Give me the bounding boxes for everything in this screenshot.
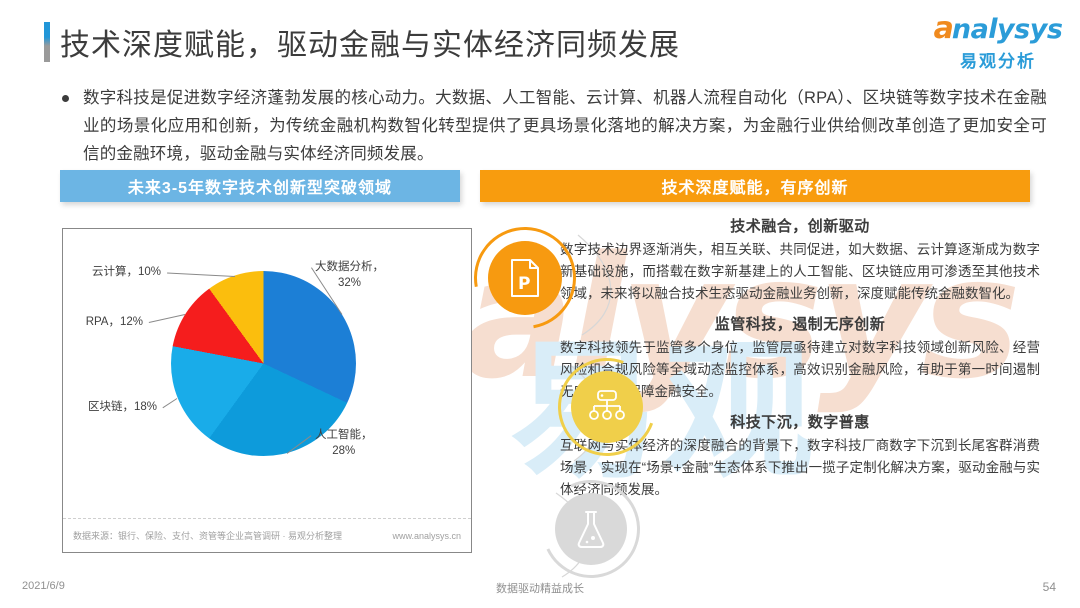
section-heading: 科技下沉，数字普惠 xyxy=(730,414,870,431)
badge-disc-1: P xyxy=(488,241,562,315)
pie-chart-plot: 大数据分析， 32% 人工智能， 28% 区块链，18% RPA，12% 云计算，10% xyxy=(63,229,471,552)
pie-leader-line-3 xyxy=(162,397,178,408)
footer-tagline: 数据驱动精益成长 xyxy=(496,583,584,595)
logo-chinese-name: 易观分析 xyxy=(960,52,1036,71)
pie-slice-label-4: RPA，12% xyxy=(86,314,143,330)
pie-slice-label-5: 云计算，10% xyxy=(92,264,161,280)
slide-footer: 2021/6/9 数据驱动精益成长 54 xyxy=(0,580,1080,596)
logo-wordmark: nalysys xyxy=(951,13,1063,45)
pie-slice-name: 人工智能， xyxy=(315,429,373,441)
pie-slice-pct: 32% xyxy=(337,277,362,289)
pie-slice-label-2: 人工智能， 28% xyxy=(315,427,373,459)
page-title: 技术深度赋能，驱动金融与实体经济同频发展 xyxy=(60,29,680,62)
presentation-doc-icon: P xyxy=(511,259,539,297)
section-3: 科技下沉，数字普惠 互联网与实体经济的深度融合的背景下，数字科技厂商数字下沉到长尾… xyxy=(560,411,1040,501)
logo-a-mark-icon: a xyxy=(933,11,954,46)
section-icon-badge-2 xyxy=(541,341,673,473)
chart-site-url: www.analysys.cn xyxy=(392,530,461,541)
banner-left-chart: 未来3-5年数字技术创新型突破领域 xyxy=(60,170,460,202)
intro-bullet-text: 数字科技是促进数字经济蓬勃发展的核心动力。大数据、人工智能、云计算、机器人流程自… xyxy=(83,89,1047,163)
pie-slice-name: 云计算，10% xyxy=(91,266,161,278)
section-body: 数字技术边界逐渐消失，相互关联、共同促进，如大数据、云计算逐渐成为数字新基础设施… xyxy=(560,242,1040,301)
badge-disc-3 xyxy=(555,493,627,565)
chart-footnote: 数据来源：银行、保险、支付、资管等企业高管调研 · 易观分析整理 www.ana… xyxy=(63,518,471,552)
badge-disc-2 xyxy=(571,371,643,443)
intro-bullet: 数字科技是促进数字经济蓬勃发展的核心动力。大数据、人工智能、云计算、机器人流程自… xyxy=(62,84,1047,168)
pie-slice-name: 区块链，18% xyxy=(87,401,157,413)
chart-source-text: 数据来源：银行、保险、支付、资管等企业高管调研 · 易观分析整理 xyxy=(73,531,342,541)
section-icon-badge-1: P xyxy=(453,206,597,350)
pie-chart-card: 大数据分析， 32% 人工智能， 28% 区块链，18% RPA，12% 云计算，10% 数… xyxy=(62,228,472,553)
section-heading: 监管科技，遏制无序创新 xyxy=(714,316,886,333)
pie-slice-label-1: 大数据分析， 32% xyxy=(315,259,384,291)
footer-date: 2021/6/9 xyxy=(22,580,65,592)
pie-slice-name: RPA，12% xyxy=(85,316,143,328)
pie-leader-line-5 xyxy=(166,271,235,277)
sitemap-icon xyxy=(589,390,625,420)
section-heading: 技术融合，创新驱动 xyxy=(730,218,870,235)
pie-slice-name: 大数据分析， xyxy=(315,261,384,273)
flask-icon xyxy=(577,511,605,548)
section-icon-badge-3 xyxy=(528,466,654,592)
svg-text:P: P xyxy=(518,274,530,294)
bullet-dot-icon xyxy=(62,95,69,102)
section-1: 技术融合，创新驱动数字技术边界逐渐消失，相互关联、共同促进，如大数据、云计算逐渐… xyxy=(560,215,1040,305)
title-accent-bar xyxy=(44,22,50,62)
analysys-logo: a nalysys 易观分析 xyxy=(934,14,1063,72)
pie-slice-pct: 28% xyxy=(332,445,356,457)
banner-right-sections: 技术深度赋能，有序创新 xyxy=(480,170,1030,202)
pie-slice-label-3: 区块链，18% xyxy=(88,399,157,415)
footer-page-number: 54 xyxy=(1042,580,1056,594)
pie-chart xyxy=(171,271,356,456)
